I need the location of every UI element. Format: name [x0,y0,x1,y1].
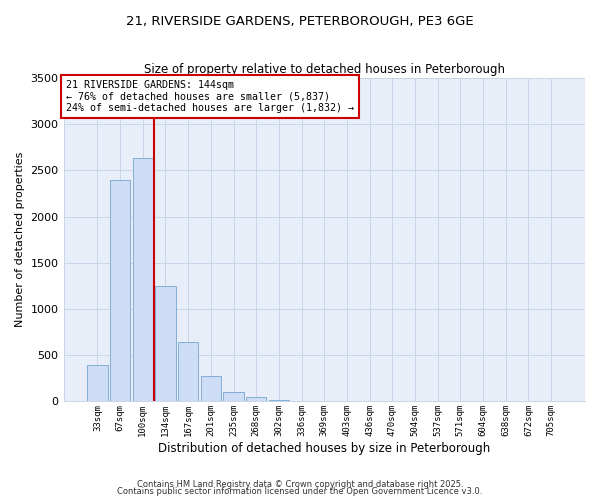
Text: 21, RIVERSIDE GARDENS, PETERBOROUGH, PE3 6GE: 21, RIVERSIDE GARDENS, PETERBOROUGH, PE3… [126,15,474,28]
Bar [178,342,199,402]
Bar [87,366,107,402]
Bar [155,286,176,402]
Y-axis label: Number of detached properties: Number of detached properties [15,152,25,328]
Text: Contains public sector information licensed under the Open Government Licence v3: Contains public sector information licen… [118,487,482,496]
Text: 21 RIVERSIDE GARDENS: 144sqm
← 76% of detached houses are smaller (5,837)
24% of: 21 RIVERSIDE GARDENS: 144sqm ← 76% of de… [66,80,354,113]
Bar [200,376,221,402]
Bar [223,392,244,402]
Text: Contains HM Land Registry data © Crown copyright and database right 2025.: Contains HM Land Registry data © Crown c… [137,480,463,489]
Bar [269,400,289,402]
Bar [246,397,266,402]
Title: Size of property relative to detached houses in Peterborough: Size of property relative to detached ho… [144,62,505,76]
Bar [110,180,130,402]
X-axis label: Distribution of detached houses by size in Peterborough: Distribution of detached houses by size … [158,442,490,455]
Bar [133,158,153,402]
